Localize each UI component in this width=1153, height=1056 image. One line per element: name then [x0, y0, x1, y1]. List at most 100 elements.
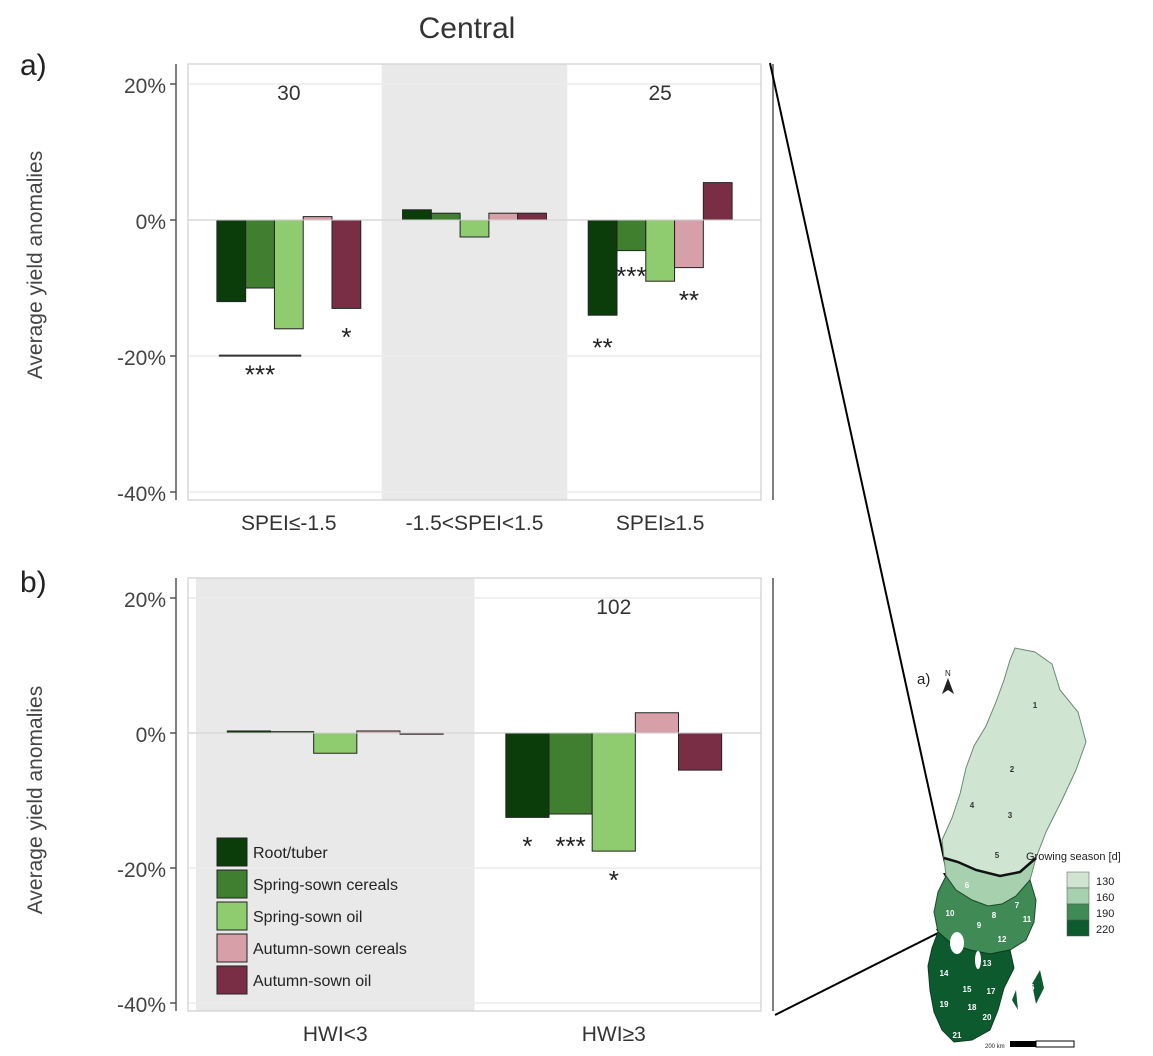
- map-region-label: 2: [1010, 765, 1015, 774]
- bar: [517, 212, 547, 221]
- bar: [645, 219, 676, 282]
- panel-a: a) Average yield anomalies 20% 0% -20% -40%…: [20, 49, 774, 535]
- legend: Root/tuber Spring-sown cereals Spring-sown…: [216, 837, 407, 995]
- map-panel-label: a): [917, 671, 930, 688]
- figure-title: Central: [419, 12, 516, 45]
- legend-label: Spring-sown oil: [253, 909, 362, 926]
- plot-frame: [187, 577, 762, 1012]
- legend-label: Spring-sown cereals: [253, 877, 398, 894]
- map-legend-label: 220: [1096, 924, 1114, 936]
- map-region-label: 1: [1033, 701, 1038, 710]
- panel-b-label: b): [20, 566, 47, 599]
- significance-label: *: [522, 831, 532, 861]
- significance-label: ***: [616, 261, 646, 291]
- legend-label: Autumn-sown cereals: [253, 941, 407, 958]
- map-legend-swatch: [1066, 871, 1090, 889]
- map-island-oland: [1012, 990, 1018, 1010]
- panel-b-ylabel: Average yield anomalies: [24, 686, 47, 914]
- y-tick-label: -20%: [117, 859, 166, 882]
- bar: [331, 219, 362, 309]
- map-island-gotland: [1032, 970, 1044, 1004]
- map-region-label: 19: [940, 1000, 949, 1009]
- map-central-border: [943, 856, 1037, 878]
- legend-swatch: [216, 965, 248, 995]
- map-legend-swatch: [1066, 903, 1090, 921]
- x-tick-label: -1.5<SPEI<1.5: [406, 512, 544, 535]
- bar: [702, 182, 733, 221]
- x-tick-label: SPEI≥1.5: [616, 512, 705, 535]
- map-region-label: 20: [983, 1013, 992, 1022]
- y-tick-label: 0%: [136, 724, 166, 747]
- bar: [674, 219, 704, 269]
- legend-label: Root/tuber: [253, 845, 328, 862]
- map-region-label: 12: [998, 935, 1007, 944]
- significance-label: *: [341, 322, 351, 352]
- map-region-label: 15: [963, 985, 972, 994]
- map-region-label: 8: [992, 911, 997, 920]
- legend-swatch: [216, 933, 248, 963]
- significance-label: **: [679, 285, 699, 315]
- map-region-label: 10: [946, 909, 955, 918]
- map-region-label: 7: [1015, 901, 1020, 910]
- bar: [505, 732, 550, 818]
- x-tick-label: SPEI≤-1.5: [241, 512, 337, 535]
- y-tick-label: 20%: [124, 75, 166, 98]
- legend-swatch: [216, 901, 248, 931]
- count-label: 102: [596, 596, 631, 619]
- bar: [273, 219, 304, 330]
- map-legend-swatch: [1066, 919, 1090, 937]
- bar: [302, 216, 333, 221]
- legend-swatch: [216, 837, 248, 867]
- y-tick-label: 0%: [136, 211, 166, 234]
- bar: [678, 732, 723, 771]
- panel-a-label: a): [20, 49, 47, 82]
- y-tick-label: -20%: [117, 347, 166, 370]
- significance-label: ***: [555, 831, 585, 861]
- map-region-label: 14: [940, 969, 949, 978]
- bar: [216, 219, 247, 303]
- map-region-label: 5: [995, 851, 1000, 860]
- map-legend-label: 160: [1096, 892, 1114, 904]
- bar: [634, 712, 680, 734]
- bar: [245, 219, 275, 289]
- legend-swatch: [216, 869, 248, 899]
- count-label: 30: [277, 82, 300, 105]
- panel-b: b) Average yield anomalies 20% 0% -20% -40%…: [20, 566, 774, 1046]
- y-tick-label: 20%: [124, 589, 166, 612]
- x-tick-label: HWI<3: [303, 1023, 368, 1046]
- count-label: 25: [648, 82, 671, 105]
- bar: [402, 209, 432, 221]
- shaded-region: [381, 64, 568, 500]
- map-legend-label: 190: [1096, 908, 1114, 920]
- map-zone-130: [941, 647, 1087, 877]
- bar: [313, 732, 358, 754]
- bar: [459, 219, 490, 238]
- x-tick-label: HWI≥3: [582, 1023, 646, 1046]
- connector-line-top: [769, 62, 951, 887]
- scale-label: 200 km: [985, 1044, 1005, 1050]
- map-legend-swatch: [1066, 887, 1090, 905]
- north-arrow-icon: [942, 678, 954, 694]
- map-region-label: 9: [977, 921, 982, 930]
- bar: [430, 212, 461, 221]
- bar: [616, 219, 647, 252]
- scale-bar-black: [1010, 1041, 1036, 1047]
- map-region-label: 11: [1023, 915, 1032, 924]
- map-region-label: 13: [983, 959, 992, 968]
- map-zone-220: [927, 931, 1015, 1043]
- bar: [587, 219, 618, 316]
- y-tick-label: -40%: [117, 483, 166, 506]
- map-region-label: 3: [1008, 811, 1013, 820]
- connector-line-bottom: [774, 926, 951, 1016]
- map-region-label: 6: [965, 881, 970, 890]
- map-region-label: 18: [968, 1003, 977, 1012]
- map-legend: 130 160 190 220: [1066, 871, 1114, 937]
- y-tick-label: -40%: [117, 994, 166, 1017]
- map-lake-vattern: [975, 951, 981, 969]
- map-region-label: 21: [953, 1031, 962, 1040]
